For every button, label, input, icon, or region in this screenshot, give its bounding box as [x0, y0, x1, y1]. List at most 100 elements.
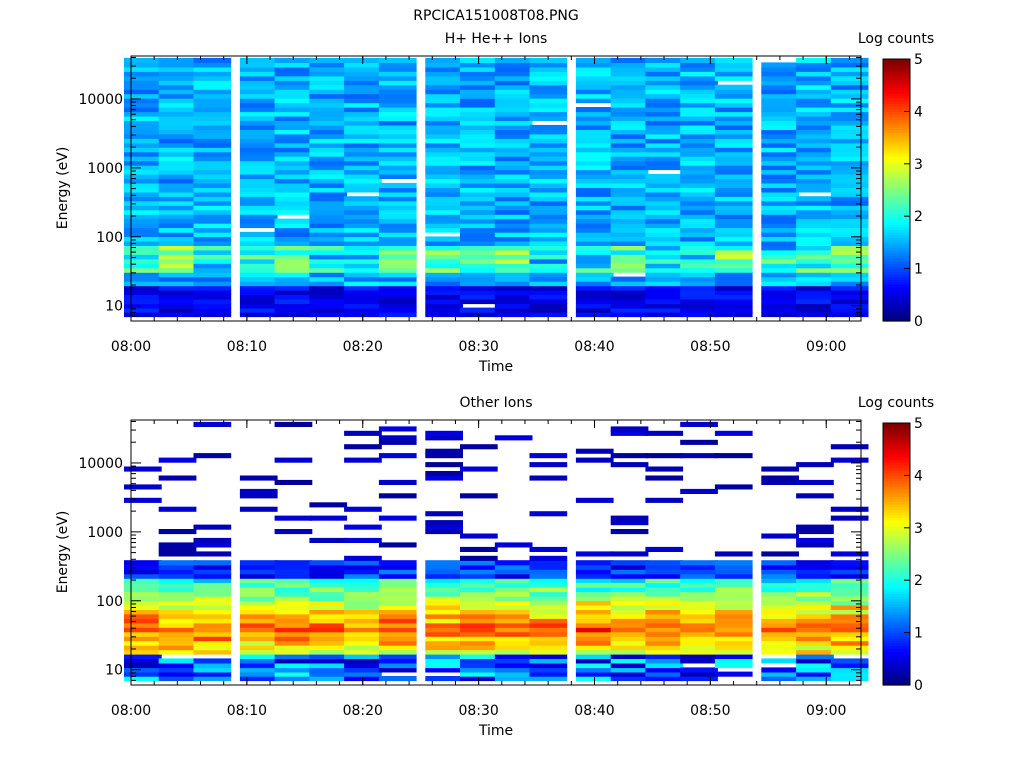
- heatmap-cell: [761, 299, 799, 305]
- heatmap-cell: [239, 667, 278, 673]
- heatmap-cell: [575, 649, 614, 655]
- heatmap-cell: [344, 587, 382, 593]
- heatmap-cell: [529, 649, 568, 655]
- heatmap-cell: [460, 196, 498, 202]
- heatmap-cell: [680, 182, 718, 188]
- heatmap-cell: [460, 93, 498, 99]
- heatmap-cell: [460, 142, 498, 148]
- heatmap-cell: [460, 124, 498, 130]
- heatmap-cell: [796, 84, 834, 90]
- heatmap-cell: [796, 537, 834, 543]
- heatmap-cell: [680, 303, 718, 309]
- heatmap-cell: [193, 258, 232, 264]
- heatmap-cell: [714, 645, 753, 651]
- y-tick-label: 10000: [78, 456, 123, 472]
- heatmap-cell: [460, 618, 498, 624]
- heatmap-cell: [529, 107, 568, 113]
- heatmap-cell: [239, 169, 278, 175]
- heatmap-cell: [645, 115, 684, 121]
- heatmap-cell: [158, 569, 197, 575]
- heatmap-cell: [610, 671, 649, 677]
- heatmap-cell: [425, 93, 463, 99]
- heatmap-cell: [425, 169, 463, 175]
- heatmap-cell: [494, 312, 533, 318]
- heatmap-cell: [761, 595, 799, 601]
- heatmap-cell: [158, 560, 197, 566]
- heatmap-cell: [158, 289, 197, 295]
- heatmap-cell: [309, 75, 348, 81]
- heatmap-cell: [425, 560, 463, 566]
- heatmap-cell: [494, 627, 533, 633]
- heatmap-cell: [344, 578, 382, 584]
- heatmap-cell: [645, 191, 684, 197]
- heatmap-cell: [610, 75, 649, 81]
- heatmap-cell: [575, 254, 614, 260]
- colorbar-swatch: [883, 446, 910, 450]
- heatmap-cell: [425, 71, 463, 77]
- heatmap-cell: [309, 223, 348, 229]
- heatmap-cell: [425, 84, 463, 90]
- heatmap-cell: [239, 488, 278, 494]
- colorbar-swatch: [883, 643, 910, 647]
- heatmap-cell: [344, 613, 382, 619]
- heatmap-cell: [460, 89, 498, 95]
- heatmap-cell: [830, 200, 869, 206]
- heatmap-cell: [796, 187, 834, 193]
- heatmap-cell: [714, 254, 753, 260]
- heatmap-cell: [830, 66, 869, 72]
- heatmap-cell: [378, 587, 417, 593]
- heatmap-cell: [425, 236, 463, 242]
- heatmap-cell: [761, 676, 799, 682]
- heatmap-cell: [830, 169, 869, 175]
- heatmap-cell: [124, 289, 162, 295]
- colorbar-swatch: [883, 588, 910, 592]
- heatmap-cell: [124, 107, 162, 113]
- heatmap-cell: [494, 622, 533, 628]
- heatmap-cell: [830, 645, 869, 651]
- heatmap-cell: [610, 111, 649, 117]
- heatmap-cell: [680, 631, 718, 637]
- heatmap-cell: [761, 89, 799, 95]
- heatmap-cell: [796, 107, 834, 113]
- heatmap-cell: [274, 312, 313, 318]
- colorbar-swatch: [883, 242, 910, 246]
- heatmap-cell: [796, 667, 834, 673]
- heatmap-cell: [714, 663, 753, 669]
- heatmap-cell: [761, 98, 799, 104]
- heatmap-cell: [425, 307, 463, 313]
- heatmap-cell: [344, 272, 382, 278]
- heatmap-cell: [344, 147, 382, 153]
- heatmap-cell: [645, 595, 684, 601]
- heatmap-cell: [645, 591, 684, 597]
- colorbar-swatch: [883, 430, 910, 435]
- heatmap-cell: [158, 218, 197, 224]
- heatmap-cell: [460, 209, 498, 215]
- heatmap-cell: [575, 66, 614, 72]
- heatmap-cell: [610, 147, 649, 153]
- heatmap-cell: [239, 200, 278, 206]
- heatmap-cell: [425, 205, 463, 211]
- heatmap-cell: [274, 227, 313, 233]
- heatmap-cell: [680, 142, 718, 148]
- heatmap-cell: [460, 169, 498, 175]
- heatmap-cell: [610, 80, 649, 86]
- heatmap-cell: [344, 631, 382, 637]
- heatmap-cell: [344, 62, 382, 68]
- heatmap-cell: [309, 231, 348, 237]
- heatmap-cell: [378, 223, 417, 229]
- heatmap-cell: [714, 453, 753, 459]
- heatmap-cell: [460, 649, 498, 655]
- heatmap-cell: [796, 93, 834, 99]
- heatmap-cell: [575, 569, 614, 575]
- heatmap-cell: [425, 609, 463, 615]
- heatmap-cell: [575, 653, 614, 659]
- heatmap-cell: [239, 196, 278, 202]
- heatmap-cell: [378, 231, 417, 237]
- colorbar-swatch: [883, 438, 910, 442]
- heatmap-cell: [830, 80, 869, 86]
- heatmap-cell: [680, 205, 718, 211]
- heatmap-cell: [158, 600, 197, 606]
- heatmap-cell: [309, 299, 348, 305]
- heatmap-cell: [344, 196, 382, 202]
